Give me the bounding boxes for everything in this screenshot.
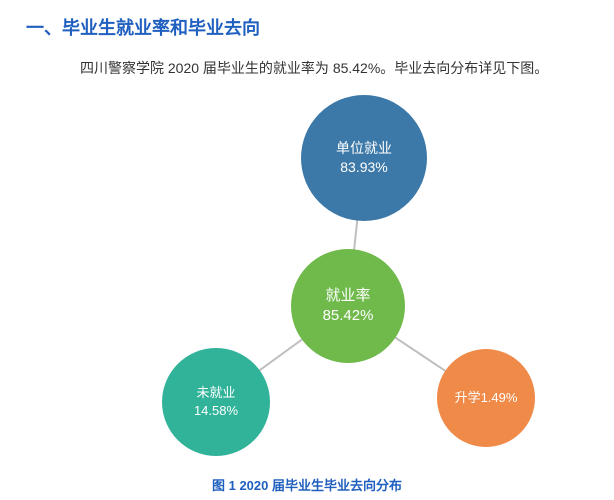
chart-node-value: 85.42% bbox=[323, 306, 374, 326]
chart-node-center: 就业率85.42% bbox=[291, 249, 405, 363]
chart-node-right: 升学1.49% bbox=[437, 349, 535, 447]
chart-node-value: 14.58% bbox=[194, 402, 238, 420]
chart-node-label: 单位就业 bbox=[336, 139, 392, 158]
figure-caption: 图 1 2020 届毕业生毕业去向分布 bbox=[0, 475, 614, 494]
bubble-network-chart: 就业率85.42% 单位就业83.93% 未就业14.58% 升学1.49% bbox=[130, 82, 560, 462]
intro-paragraph: 四川警察学院 2020 届毕业生的就业率为 85.42%。毕业去向分布详见下图。 bbox=[80, 58, 548, 78]
chart-node-value: 83.93% bbox=[340, 158, 387, 177]
chart-node-label: 升学1.49% bbox=[455, 389, 518, 407]
chart-node-top: 单位就业83.93% bbox=[301, 95, 427, 221]
section-heading: 一、毕业生就业率和毕业去向 bbox=[26, 14, 260, 40]
page: 一、毕业生就业率和毕业去向 四川警察学院 2020 届毕业生的就业率为 85.4… bbox=[0, 0, 614, 500]
chart-node-label: 未就业 bbox=[196, 384, 235, 402]
chart-node-left: 未就业14.58% bbox=[162, 348, 270, 456]
chart-node-label: 就业率 bbox=[325, 286, 370, 306]
